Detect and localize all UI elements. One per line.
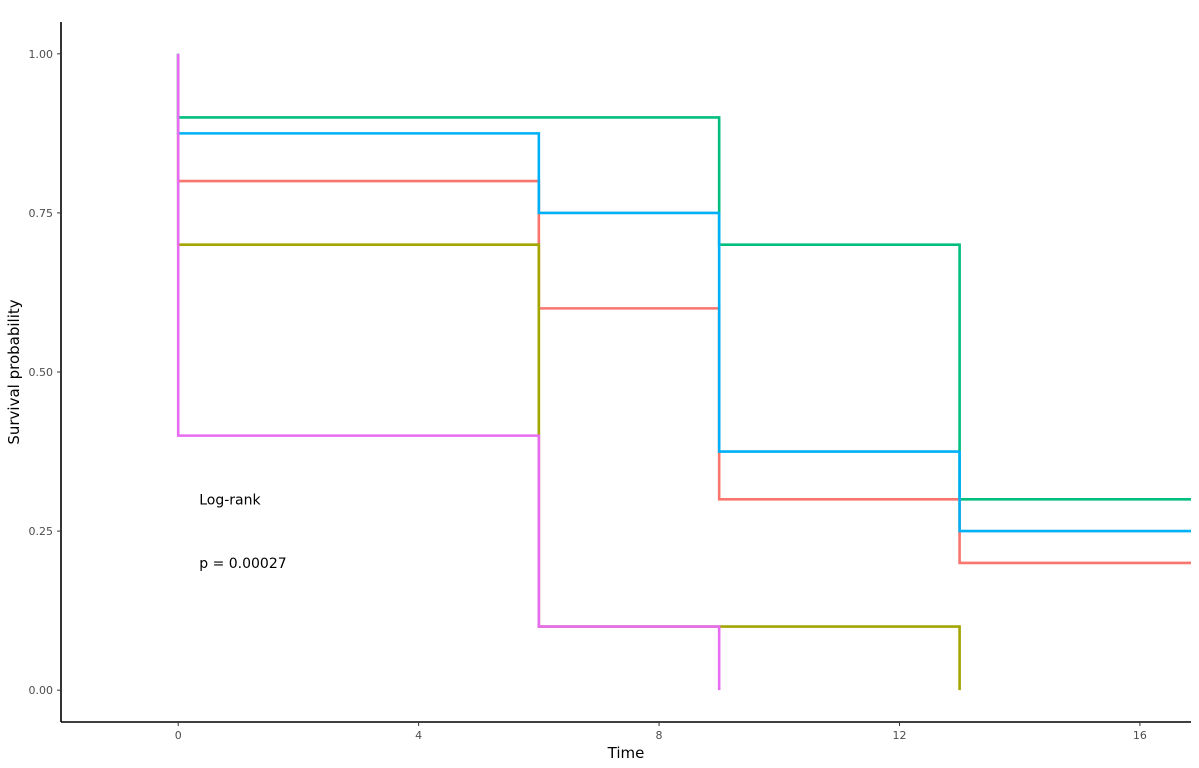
y-tick-label: 0.00 (29, 684, 54, 697)
x-tick-label: 4 (415, 729, 422, 742)
survival-curve-1 (176, 53, 1191, 565)
x-axis-ticks: 0 4 8 12 16 (175, 722, 1147, 742)
y-axis-ticks: 0.00 0.25 0.50 0.75 1.00 (29, 48, 61, 697)
survival-curve-4 (176, 53, 1191, 533)
survival-curve-5 (176, 53, 721, 691)
y-tick-label: 0.75 (29, 207, 54, 220)
series-layer (176, 53, 1191, 691)
survival-curve-3 (176, 53, 1191, 501)
y-tick-label: 1.00 (29, 48, 54, 61)
y-tick-label: 0.25 (29, 525, 54, 538)
x-tick-label: 8 (656, 729, 663, 742)
x-tick-label: 0 (175, 729, 182, 742)
y-axis-title: Survival probability (5, 299, 23, 444)
y-tick-label: 0.50 (29, 366, 54, 379)
p-value-label: p = 0.00027 (199, 556, 286, 572)
x-axis-title: Time (607, 744, 645, 762)
x-tick-label: 12 (892, 729, 906, 742)
x-tick-label: 16 (1133, 729, 1147, 742)
logrank-label: Log-rank (199, 492, 261, 508)
survival-curve-2 (176, 53, 961, 691)
